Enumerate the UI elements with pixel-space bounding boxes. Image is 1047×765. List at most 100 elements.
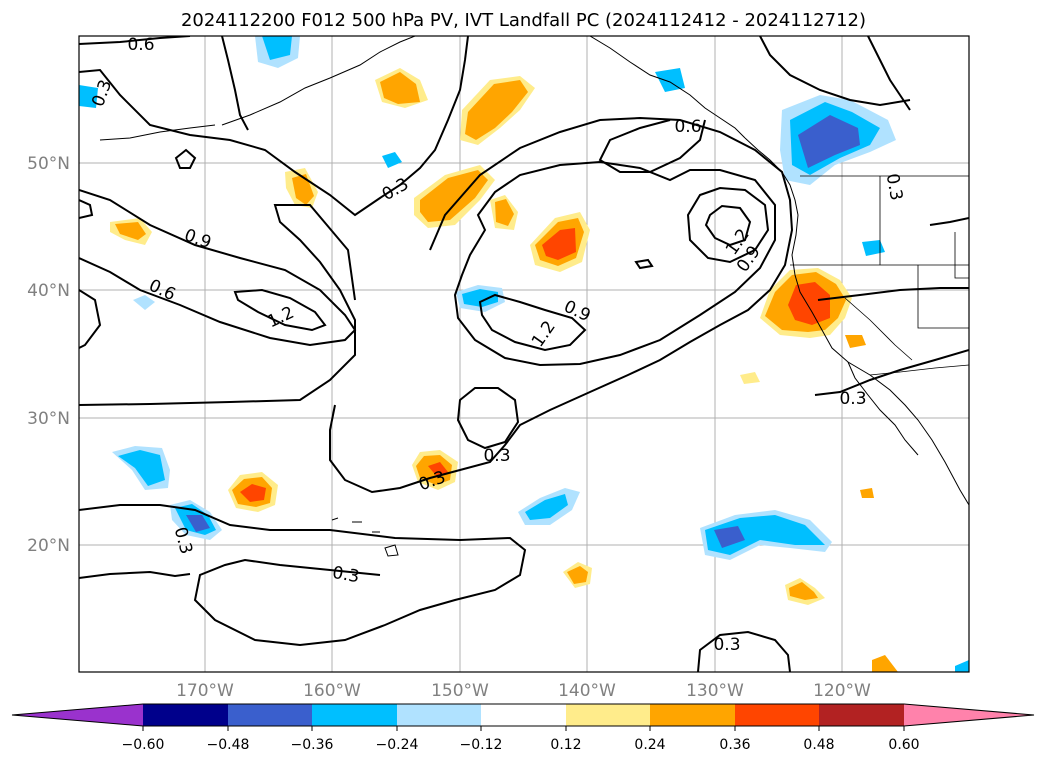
- colorbar-bin: [397, 704, 481, 726]
- colorbar: −0.60 −0.48 −0.36 −0.24 −0.12 0.12 0.24 …: [11, 703, 1035, 753]
- contour-09-central: [453, 160, 776, 367]
- contour-label: 0.3: [839, 389, 866, 409]
- contour-03-northwest: [79, 36, 469, 217]
- colorbar-tick-label: 0.24: [634, 737, 665, 753]
- neg-anomaly-bc-coast-core: [798, 115, 860, 168]
- contour-03-southwest: [79, 570, 191, 579]
- contour-06-top: [79, 36, 191, 45]
- alaska-coast: [221, 36, 416, 126]
- colorbar-extend-low: [12, 704, 143, 726]
- neg-anomaly-small-2: [382, 152, 402, 168]
- baja-peninsula: [847, 361, 919, 456]
- contour-06-inner: [598, 119, 706, 173]
- contour-03-south-band: [79, 504, 527, 647]
- neg-anomaly-dateline-core: [118, 450, 165, 486]
- pos-anomaly-subtropic-1-core: [240, 484, 266, 502]
- contour-label: 0.6: [674, 117, 701, 137]
- pos-anomaly-south-1-core: [567, 566, 588, 584]
- pos-anomaly-n5-core: [495, 199, 514, 226]
- neg-anomaly-small-5: [955, 660, 969, 672]
- lon-label-120w: 120°W: [813, 681, 871, 701]
- colorbar-bin: [481, 704, 566, 726]
- pos-anomaly-small-2: [860, 488, 874, 498]
- pos-anomaly-south-2-core: [789, 582, 818, 600]
- pos-anomaly-n1-core: [380, 72, 420, 104]
- lon-label-130w: 130°W: [686, 681, 744, 701]
- contour-small-2: [634, 258, 654, 270]
- contour-12-east: [686, 186, 770, 264]
- neg-anomaly-central-core: [462, 289, 498, 307]
- pc-shading: [79, 36, 969, 672]
- colorbar-tick-label: −0.12: [460, 737, 503, 753]
- pos-anomaly-small-3: [872, 655, 898, 672]
- colorbar-bin: [143, 704, 228, 726]
- contour-label: 0.3: [331, 563, 361, 587]
- contour-03-big-loop: [329, 116, 794, 494]
- contour-15-east: [704, 204, 752, 247]
- colorbar-tick-label: 0.36: [719, 737, 750, 753]
- colorbar-bin: [650, 704, 735, 726]
- neg-anomaly-south-east-mid: [705, 515, 825, 555]
- contour-06-east-coast: [929, 217, 969, 226]
- alaska-panhandle: [589, 36, 746, 139]
- pos-anomaly-west-edge-core: [115, 222, 146, 240]
- california-nevada-line: [844, 297, 913, 361]
- lon-label-150w: 150°W: [431, 681, 489, 701]
- contour-06-west-small-2: [79, 199, 94, 219]
- colorbar-tick-label: −0.48: [207, 737, 250, 753]
- lat-label-30n: 30°N: [27, 409, 70, 429]
- neg-anomaly-south-central-core: [525, 494, 568, 520]
- map-title: 2024112200 F012 500 hPa PV, IVT Landfall…: [180, 10, 867, 31]
- contour-label: 0.6: [127, 35, 154, 55]
- lat-label-50n: 50°N: [27, 154, 70, 174]
- colorbar-tick-label: 0.48: [803, 737, 834, 753]
- pv-contours: [79, 36, 969, 672]
- lon-label-140w: 140°W: [558, 681, 616, 701]
- pos-anomaly-n4-core: [420, 170, 488, 222]
- aleutian-chain: [99, 124, 216, 141]
- neg-anomaly-hawaii-nw-core: [186, 515, 210, 532]
- contour-03-main: [79, 204, 356, 406]
- coastlines: [99, 36, 969, 557]
- neg-anomaly-gulf-alaska-core: [262, 36, 292, 60]
- contour-06-west-small: [79, 289, 102, 349]
- colorbar-tick-label: −0.60: [122, 737, 165, 753]
- neg-anomaly-south-east-core: [714, 526, 745, 548]
- contour-03-east-right: [814, 349, 969, 396]
- us-mexico-border: [869, 364, 969, 376]
- pos-anomaly-n6-core: [542, 228, 576, 260]
- contour-03-islet: [456, 387, 520, 450]
- lat-label-20n: 20°N: [27, 536, 70, 556]
- contour-label: 0.3: [882, 172, 906, 202]
- contour-03-bc: [867, 36, 911, 111]
- map-border: [78, 35, 970, 673]
- contour-03-arc-west: [221, 36, 249, 131]
- pos-anomaly-small-1: [740, 372, 760, 384]
- colorbar-ticks: [142, 726, 905, 731]
- contour-06-east-edge: [817, 287, 969, 301]
- lon-label-170w: 170°W: [176, 681, 234, 701]
- us-state-lines: [790, 176, 969, 329]
- neg-anomaly-small-3: [862, 240, 885, 256]
- pos-anomaly-baja: [845, 335, 866, 348]
- contour-small-1: [174, 148, 197, 169]
- colorbar-bin: [735, 704, 819, 726]
- contour-03-southeast: [697, 630, 791, 672]
- borders: [790, 175, 969, 376]
- colorbar-bin: [312, 704, 397, 726]
- colorbar-tick-label: −0.36: [291, 737, 334, 753]
- lon-label-160w: 160°W: [303, 681, 361, 701]
- colorbar-bin: [819, 704, 904, 726]
- colorbar-tick-label: 0.60: [888, 737, 919, 753]
- colorbar-bin: [228, 704, 312, 726]
- contour-06-arc-north: [759, 36, 911, 107]
- pos-anomaly-california-core: [788, 282, 830, 325]
- colorbar-extend-high: [904, 704, 1034, 726]
- colorbar-tick-label: 0.12: [550, 737, 581, 753]
- neg-anomaly-small-1: [133, 295, 155, 310]
- contour-label: 0.3: [713, 635, 740, 655]
- pos-anomaly-n2-core: [465, 80, 528, 140]
- lat-label-40n: 40°N: [27, 281, 70, 301]
- contour-label: 0.3: [483, 446, 510, 466]
